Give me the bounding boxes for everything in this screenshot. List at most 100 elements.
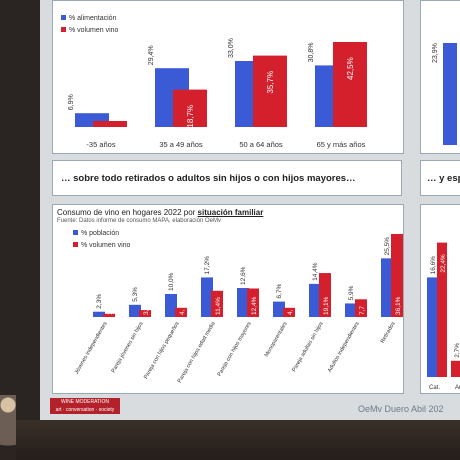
right-bottom-chart: 16,6%22,4% 2,7% Cat. Ar xyxy=(427,242,460,391)
right-bottom-label: 22,4% xyxy=(440,254,447,273)
right-top-panel: 23,9% xyxy=(420,0,460,154)
label-volumen-vino: 1,4% xyxy=(107,300,114,315)
right-bottom-category: Ar xyxy=(455,385,460,391)
bar-volumen-vino xyxy=(391,233,403,317)
bar-volumen-vino xyxy=(253,55,287,127)
bar-volumen-vino xyxy=(355,299,367,317)
bar-poblacion xyxy=(237,288,249,317)
bar-poblacion xyxy=(129,304,141,317)
category-label: Pareja con hijos mayores xyxy=(217,321,253,378)
family-chart-panel: Consumo de vino en hogares 2022 por situ… xyxy=(52,204,404,394)
label-alimentacion: 33,0% xyxy=(228,38,235,58)
bar-volumen-vino xyxy=(283,307,295,317)
logo-line2: art · conversation · society xyxy=(55,407,115,413)
category-label: Pareja adultas sin hijos xyxy=(291,321,325,373)
label-volumen-vino: 7,7 xyxy=(359,306,366,315)
category-label: Pareja jóvenes sin hijos xyxy=(111,321,145,374)
bar-poblacion xyxy=(201,277,213,317)
label-volumen-vino: 42,5% xyxy=(346,57,355,80)
label-alimentacion: 6,9% xyxy=(68,94,75,110)
label-volumen-vino: 19,1% xyxy=(323,296,330,315)
right-bottom-label: 2,7% xyxy=(454,343,460,358)
speaker-person xyxy=(0,395,16,460)
category-label: Jóvenes independientes xyxy=(74,321,109,376)
bar-volumen-vino xyxy=(247,288,259,317)
category-label: 50 a 64 años xyxy=(239,140,283,149)
label-volumen-vino: 18,7% xyxy=(186,105,195,128)
right-bottom-bar xyxy=(427,277,437,377)
wine-moderation-logo: WINE MODERATION art · conversation · soc… xyxy=(50,398,120,414)
label-volumen-vino: 35,7% xyxy=(266,71,275,94)
category-label: Adultos independientes xyxy=(327,321,361,374)
bar-poblacion xyxy=(381,258,393,317)
label-volumen-vino: 12,4% xyxy=(251,296,258,315)
banner-text: … sobre todo retirados o adultos sin hij… xyxy=(61,172,356,184)
footer-text: OeMv Duero Abil 202 xyxy=(358,404,444,414)
bar-poblacion xyxy=(345,303,357,317)
bar-volumen-vino xyxy=(93,121,127,127)
label-poblacion: 14,4% xyxy=(312,262,319,281)
label-poblacion: 25,5% xyxy=(384,237,391,256)
age-chart-panel: % alimentación % volumen vino 6,9%3,0-35… xyxy=(52,0,404,159)
legend-swatch-alimentacion xyxy=(61,15,66,20)
label-alimentacion: 30,8% xyxy=(308,43,315,63)
family-chart-title-bold: situación familiar xyxy=(197,208,264,217)
label-poblacion: 12,6% xyxy=(240,266,247,285)
bar-volumen-vino xyxy=(211,290,223,317)
right-bottom-panel: 16,6%22,4% 2,7% Cat. Ar xyxy=(420,204,460,394)
family-chart-title-prefix: Consumo de vino en hogares 2022 por xyxy=(57,208,198,217)
bar-volumen-vino xyxy=(173,89,207,127)
label-poblacion: 17,2% xyxy=(204,256,211,275)
right-top-label: 23,9% xyxy=(432,43,439,63)
banner-right-panel: … y esp xyxy=(420,160,460,196)
label-volumen-vino: 4, xyxy=(287,309,294,315)
category-label: Retirados xyxy=(380,321,397,345)
logo-line1: WINE MODERATION xyxy=(61,399,109,405)
label-volumen-vino: 11,4% xyxy=(215,297,222,315)
bar-poblacion xyxy=(93,311,105,317)
legend-swatch-vino-2 xyxy=(73,242,78,247)
label-volumen-vino: 4, xyxy=(179,309,186,315)
right-bottom-label: 16,6% xyxy=(430,256,437,275)
label-poblacion: 5,3% xyxy=(132,287,139,302)
right-top-chart: 23,9% xyxy=(432,43,457,145)
legend-swatch-poblacion xyxy=(73,230,78,235)
banner-panel: … sobre todo retirados o adultos sin hij… xyxy=(52,160,402,196)
family-chart: % población % volumen vino 2,3% 1,4% Jóven… xyxy=(73,230,403,384)
right-top-bar xyxy=(443,43,457,145)
legend-poblacion: % población xyxy=(81,230,119,237)
family-chart-title: Consumo de vino en hogares 2022 por situ… xyxy=(57,208,263,217)
legend-swatch-vino xyxy=(61,27,66,32)
label-poblacion: 6,7% xyxy=(276,284,283,299)
legend-vino: % volumen vino xyxy=(69,27,119,34)
bar-volumen-vino xyxy=(103,313,115,317)
label-alimentacion: 29,4% xyxy=(148,45,155,65)
room-floor xyxy=(0,420,460,460)
label-volumen-vino: 36,1% xyxy=(395,296,402,315)
bar-volumen-vino xyxy=(333,42,367,127)
category-label: 35 a 49 años xyxy=(159,140,203,149)
bar-volumen-vino xyxy=(139,310,151,317)
legend-alimentacion: % alimentación xyxy=(69,15,117,22)
category-label: Pareja con hijos pequeños xyxy=(143,321,181,380)
category-label: Pareja con hijos edad media xyxy=(177,320,217,384)
right-bottom-category: Cat. xyxy=(429,385,440,391)
legend-vino-2: % volumen vino xyxy=(81,242,131,249)
bar-poblacion xyxy=(165,294,177,317)
category-label: -35 años xyxy=(86,140,115,149)
banner-right-text: … y esp xyxy=(427,172,460,184)
bar-poblacion xyxy=(273,301,285,317)
label-poblacion: 10,0% xyxy=(168,272,175,291)
label-poblacion: 5,9% xyxy=(348,285,355,300)
category-label: Monoparentales xyxy=(264,321,289,358)
label-poblacion: 2,3% xyxy=(96,294,103,309)
category-label: 65 y más años xyxy=(317,140,366,149)
right-bottom-bar xyxy=(437,242,447,377)
label-volumen-vino: 3, xyxy=(143,309,150,315)
projection-screen: % alimentación % volumen vino 6,9%3,0-35… xyxy=(40,0,460,420)
bar-volumen-vino xyxy=(175,307,187,317)
bar-poblacion xyxy=(309,283,321,317)
bar-volumen-vino xyxy=(319,273,331,317)
right-bottom-bar xyxy=(451,360,460,377)
family-chart-source: Fuente: Datos informe de consumo MAPA, e… xyxy=(57,218,221,224)
